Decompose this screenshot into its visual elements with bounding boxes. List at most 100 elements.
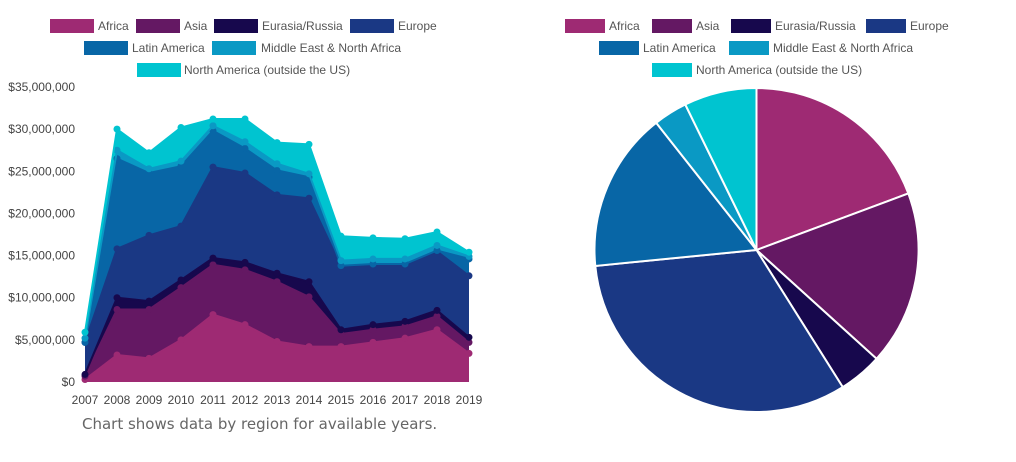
area-point-middle-east-north-africa[interactable] — [337, 257, 345, 265]
area-point-africa[interactable] — [113, 351, 121, 359]
area-point-eurasia-russia[interactable] — [209, 254, 217, 262]
area-point-africa[interactable] — [433, 326, 441, 334]
area-point-asia[interactable] — [273, 278, 281, 286]
legend-label-europe[interactable]: Europe — [398, 19, 437, 33]
area-point-north-america-outside-the-us[interactable] — [145, 149, 153, 157]
legend-label-mena[interactable]: Middle East & North Africa — [261, 41, 401, 55]
pie-legend-swatch-africa[interactable] — [565, 19, 605, 33]
area-point-asia[interactable] — [209, 261, 217, 269]
pie-legend-label-north-america[interactable]: North America (outside the US) — [696, 63, 862, 77]
area-point-eurasia-russia[interactable] — [113, 294, 121, 302]
area-point-eurasia-russia[interactable] — [337, 326, 345, 334]
pie-slice-latin-america[interactable] — [593, 121, 759, 268]
pie-legend-swatch-eurasia[interactable] — [731, 19, 771, 33]
area-point-europe[interactable] — [145, 231, 153, 239]
area-point-africa[interactable] — [177, 336, 185, 344]
area-point-africa[interactable] — [337, 343, 345, 351]
pie-legend-label-eurasia[interactable]: Eurasia/Russia — [775, 19, 856, 33]
area-point-asia[interactable] — [305, 293, 313, 301]
area-point-asia[interactable] — [177, 284, 185, 292]
pie-legend-swatch-europe[interactable] — [866, 19, 906, 33]
pie-legend-label-mena[interactable]: Middle East & North Africa — [773, 41, 913, 55]
area-point-eurasia-russia[interactable] — [145, 297, 153, 305]
area-point-north-america-outside-the-us[interactable] — [337, 232, 345, 240]
legend-label-africa[interactable]: Africa — [98, 19, 129, 33]
pie-slice-north-america-outside-the-us[interactable] — [683, 86, 758, 251]
pie-legend-swatch-latin-america[interactable] — [599, 41, 639, 55]
legend-label-north-america[interactable]: North America (outside the US) — [184, 63, 350, 77]
area-point-middle-east-north-africa[interactable] — [145, 165, 153, 173]
pie-slice-africa[interactable] — [755, 86, 910, 252]
area-point-latin-america[interactable] — [273, 166, 281, 174]
area-point-north-america-outside-the-us[interactable] — [273, 139, 281, 147]
pie-legend-swatch-north-america[interactable] — [652, 63, 692, 77]
area-point-africa[interactable] — [145, 354, 153, 362]
legend-label-asia[interactable]: Asia — [184, 19, 208, 33]
area-point-middle-east-north-africa[interactable] — [81, 334, 89, 342]
area-point-europe[interactable] — [305, 194, 313, 202]
area-point-eurasia-russia[interactable] — [81, 370, 89, 378]
area-point-middle-east-north-africa[interactable] — [113, 146, 121, 154]
area-point-eurasia-russia[interactable] — [369, 321, 377, 329]
area-point-middle-east-north-africa[interactable] — [209, 122, 217, 130]
area-point-asia[interactable] — [145, 306, 153, 314]
area-point-latin-america[interactable] — [369, 260, 377, 268]
legend-swatch-mena[interactable] — [212, 41, 256, 55]
pie-chart-legend[interactable]: Africa Asia Eurasia/Russia Europe Latin … — [565, 19, 949, 77]
legend-swatch-eurasia[interactable] — [214, 19, 258, 33]
area-point-africa[interactable] — [465, 349, 473, 357]
pie-legend-swatch-mena[interactable] — [729, 41, 769, 55]
legend-swatch-africa[interactable] — [50, 19, 94, 33]
area-point-middle-east-north-africa[interactable] — [273, 160, 281, 168]
area-point-europe[interactable] — [209, 163, 217, 171]
legend-swatch-europe[interactable] — [350, 19, 394, 33]
pie-legend-label-asia[interactable]: Asia — [696, 19, 720, 33]
area-band-latin-america[interactable] — [85, 130, 469, 343]
area-point-asia[interactable] — [369, 326, 377, 334]
pie-legend-label-latin-america[interactable]: Latin America — [643, 41, 716, 55]
area-point-north-america-outside-the-us[interactable] — [369, 234, 377, 242]
area-point-middle-east-north-africa[interactable] — [241, 138, 249, 146]
area-point-north-america-outside-the-us[interactable] — [209, 115, 217, 123]
area-point-eurasia-russia[interactable] — [465, 333, 473, 341]
pie-slice-asia[interactable] — [754, 192, 920, 361]
area-point-eurasia-russia[interactable] — [273, 269, 281, 277]
area-point-eurasia-russia[interactable] — [305, 278, 313, 286]
area-point-middle-east-north-africa[interactable] — [177, 157, 185, 165]
area-band-africa[interactable] — [85, 314, 469, 382]
pie-legend-label-europe[interactable]: Europe — [910, 19, 949, 33]
area-point-middle-east-north-africa[interactable] — [305, 170, 313, 178]
area-point-latin-america[interactable] — [241, 145, 249, 153]
area-point-eurasia-russia[interactable] — [401, 317, 409, 325]
area-point-europe[interactable] — [465, 272, 473, 280]
area-point-africa[interactable] — [401, 334, 409, 342]
area-point-latin-america[interactable] — [177, 162, 185, 170]
area-point-middle-east-north-africa[interactable] — [433, 241, 441, 249]
area-point-europe[interactable] — [113, 245, 121, 253]
area-point-eurasia-russia[interactable] — [241, 258, 249, 266]
area-point-asia[interactable] — [113, 306, 121, 314]
area-point-north-america-outside-the-us[interactable] — [401, 235, 409, 243]
area-point-north-america-outside-the-us[interactable] — [305, 140, 313, 148]
legend-label-eurasia[interactable]: Eurasia/Russia — [262, 19, 343, 33]
area-point-middle-east-north-africa[interactable] — [401, 255, 409, 263]
area-point-europe[interactable] — [273, 191, 281, 199]
area-point-eurasia-russia[interactable] — [433, 306, 441, 314]
area-point-north-america-outside-the-us[interactable] — [433, 228, 441, 236]
area-point-asia[interactable] — [433, 312, 441, 320]
area-point-africa[interactable] — [305, 343, 313, 351]
pie-legend-swatch-asia[interactable] — [652, 19, 692, 33]
pie-legend-label-africa[interactable]: Africa — [609, 19, 640, 33]
area-point-north-america-outside-the-us[interactable] — [241, 115, 249, 123]
area-point-north-america-outside-the-us[interactable] — [81, 328, 89, 336]
area-point-latin-america[interactable] — [433, 247, 441, 255]
legend-label-latin-america[interactable]: Latin America — [132, 41, 205, 55]
area-point-asia[interactable] — [465, 338, 473, 346]
area-point-asia[interactable] — [401, 322, 409, 330]
legend-swatch-latin-america[interactable] — [84, 41, 128, 55]
legend-swatch-north-america[interactable] — [137, 63, 181, 77]
area-point-north-america-outside-the-us[interactable] — [113, 125, 121, 133]
area-point-north-america-outside-the-us[interactable] — [177, 123, 185, 131]
legend-swatch-asia[interactable] — [136, 19, 180, 33]
area-point-middle-east-north-africa[interactable] — [369, 255, 377, 263]
